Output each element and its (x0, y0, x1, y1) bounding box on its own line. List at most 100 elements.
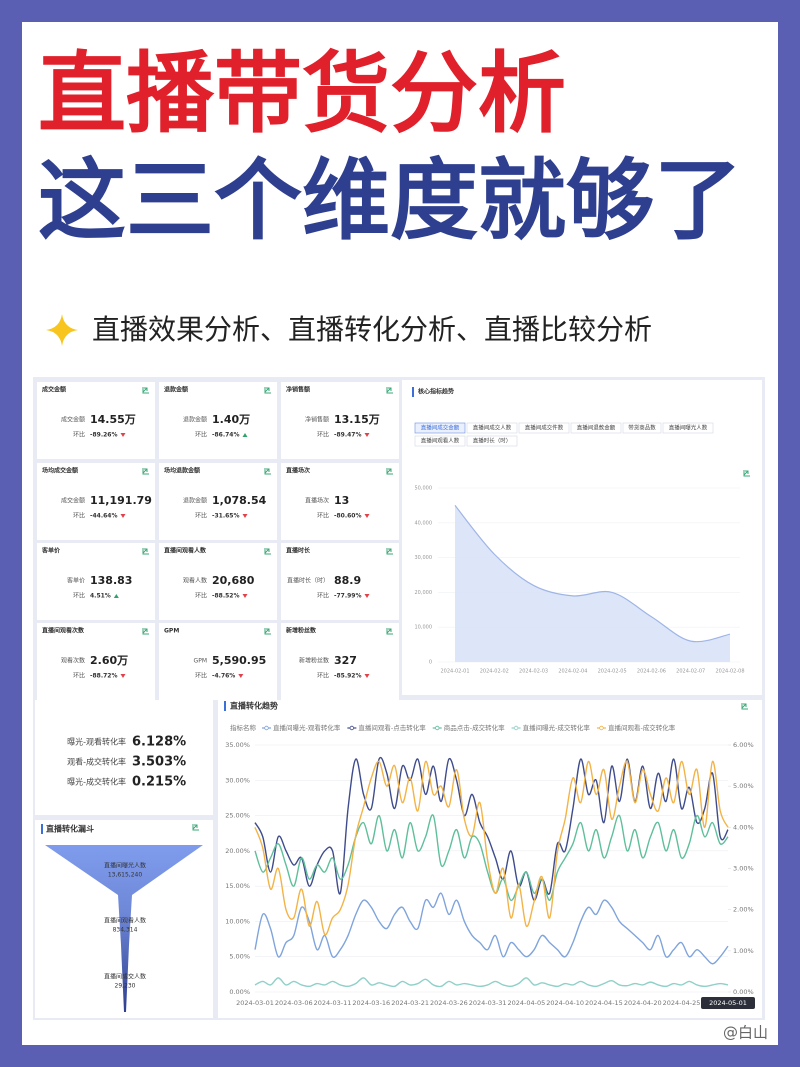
legend-dot (599, 725, 604, 731)
y-tick-label: 20,000 (415, 590, 433, 596)
export-icon (741, 703, 748, 710)
tab-label: 直播间观看人数 (421, 437, 460, 445)
y2-tick-label: 5.00% (733, 782, 754, 790)
series-line (254, 756, 729, 901)
kpi-metric: 成交金额 (61, 497, 85, 505)
y-tick-label: 20.00% (225, 847, 250, 855)
tab[interactable] (414, 422, 466, 434)
y-tick-label: 0 (429, 660, 432, 666)
tab-label: 直播时长（时） (473, 437, 512, 445)
kpi-title: 直播场次 (286, 467, 310, 475)
x-tick-label: 2024-02-06 (637, 669, 666, 675)
kpi-value: 14.55万 (90, 413, 136, 426)
kpi-title: 场均退款金额 (164, 467, 200, 475)
kpi-change: -77.99% (334, 593, 361, 600)
panel-title-bar (224, 701, 226, 711)
y2-tick-label: 6.00% (733, 741, 754, 749)
kpi-value: 13 (334, 494, 349, 507)
tab-label: 直播间退款金额 (577, 424, 616, 432)
y2-tick-label: 3.00% (733, 865, 754, 873)
funnel-label: 直播间成交人数 (104, 973, 146, 981)
rate-label: 曝光-成交转化率 (67, 777, 126, 787)
kpi-card (281, 463, 399, 540)
tab[interactable] (466, 435, 518, 447)
kpi-value: 327 (334, 654, 357, 667)
x-tick-label: 2024-02-08 (715, 669, 744, 675)
funnel-value: 29,230 (115, 983, 136, 990)
kpi-change: 4.51% (90, 593, 111, 600)
rate-value: 0.215% (132, 775, 186, 790)
legend-dot (513, 725, 519, 731)
kpi-card (37, 623, 155, 700)
tab-label: 直播间曝光人数 (669, 424, 708, 432)
x-tick-label: 2024-02-04 (558, 669, 587, 675)
kpi-value: 20,680 (212, 574, 255, 587)
kpi-change: -4.76% (212, 673, 235, 680)
trend-arrow (242, 514, 248, 518)
watermark: @白山 (723, 1024, 768, 1042)
rate-label: 观看-成交转化率 (67, 757, 126, 767)
tab[interactable] (570, 422, 622, 434)
y-tick-label: 35.00% (225, 741, 250, 749)
kpi-change: -88.72% (90, 673, 117, 680)
y-tick-label: 25.00% (225, 812, 250, 820)
y2-tick-label: 0.00% (733, 988, 754, 996)
tab[interactable] (414, 435, 466, 447)
kpi-card (159, 623, 277, 700)
y-tick-label: 0.00% (229, 988, 250, 996)
kpi-title: 直播间观看次数 (42, 627, 85, 635)
x-tick-label: 2024-03-06 (275, 999, 313, 1007)
kpi-value: 11,191.79 (90, 494, 152, 507)
kpi-change-label: 环比 (195, 431, 207, 439)
x-tick-label: 2024-02-02 (480, 669, 509, 675)
x-tick-label: 2024-03-31 (469, 999, 507, 1007)
y-tick-label: 50,000 (415, 486, 433, 492)
panel-title: 直播转化漏斗 (46, 824, 94, 834)
kpi-card (37, 382, 155, 459)
kpi-card (37, 543, 155, 620)
kpi-metric: 净销售额 (305, 416, 329, 424)
x-tick-label: 2024-03-26 (430, 999, 468, 1007)
tab-label: 直播间成交金额 (421, 424, 460, 432)
legend-label: 直播间曝光-成交转化率 (523, 723, 591, 732)
tab[interactable] (622, 422, 662, 434)
export-icon (192, 824, 199, 831)
kpi-change-label: 环比 (73, 672, 85, 680)
trend-arrow (242, 594, 248, 598)
trend-arrow (120, 514, 126, 518)
tab[interactable] (466, 422, 518, 434)
funnel-label: 直播间观看人数 (104, 917, 146, 925)
panel-title: 直播转化趋势 (230, 701, 278, 711)
legend-dot (264, 725, 269, 731)
trend-arrow (364, 433, 370, 437)
tab[interactable] (662, 422, 714, 434)
kpi-value: 88.9 (334, 574, 361, 587)
tab-label: 带货商品数 (628, 424, 656, 432)
kpi-value: 138.83 (90, 574, 132, 587)
kpi-title: GPM (164, 628, 179, 635)
kpi-metric: 新增粉丝数 (299, 657, 329, 665)
kpi-metric: 退款金额 (183, 497, 207, 505)
kpi-change: -89.26% (90, 432, 117, 439)
x-tick-label: 2024-02-03 (519, 669, 548, 675)
funnel-value: 834,314 (113, 927, 138, 934)
kpi-card (159, 382, 277, 459)
funnel-label: 直播间曝光人数 (104, 862, 146, 870)
legend-label: 直播间观看-点击转化率 (358, 723, 426, 732)
tab[interactable] (518, 422, 570, 434)
y2-tick-label: 4.00% (733, 823, 754, 831)
kpi-metric: 成交金额 (61, 416, 85, 424)
trend-arrow (364, 674, 370, 678)
y-tick-label: 30,000 (415, 555, 433, 561)
trend-arrow (242, 433, 248, 437)
export-icon (264, 468, 271, 475)
kpi-change-label: 环比 (317, 592, 329, 600)
legend-label: 直播间曝光-观看转化率 (273, 723, 341, 732)
kpi-card (281, 623, 399, 700)
legend-label: 商品点击-成交转化率 (444, 723, 505, 732)
kpi-metric: 客单价 (67, 577, 85, 585)
kpi-metric: 直播时长（时） (287, 577, 329, 585)
series-line (254, 760, 729, 936)
export-icon (264, 628, 271, 635)
kpi-change-label: 环比 (317, 512, 329, 520)
